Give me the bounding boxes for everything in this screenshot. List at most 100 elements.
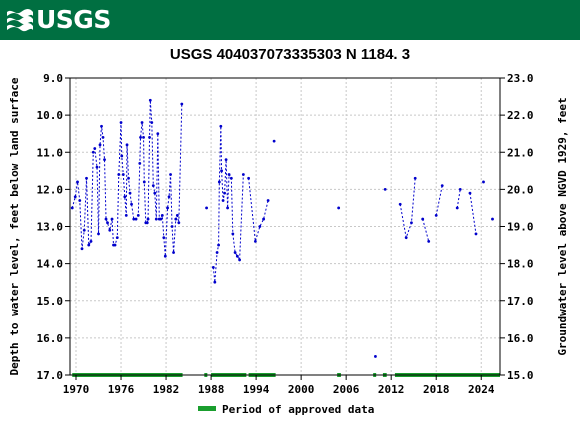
- data-point: [235, 254, 239, 258]
- data-point: [180, 102, 184, 106]
- x-tick-label: 2018: [423, 383, 450, 396]
- data-point: [85, 176, 88, 180]
- series-line: [435, 185, 443, 216]
- data-point: [220, 169, 223, 173]
- data-point: [120, 154, 124, 158]
- x-tick-label: 2024: [468, 383, 495, 396]
- legend-label-approved: Period of approved data: [222, 403, 374, 416]
- data-point: [89, 239, 93, 243]
- data-point: [115, 236, 119, 240]
- y-left-tick-label: 9.0: [43, 72, 63, 85]
- data-point: [108, 228, 112, 232]
- data-point: [124, 213, 128, 217]
- data-point: [95, 165, 99, 169]
- data-point: [169, 173, 172, 176]
- data-point: [258, 225, 262, 228]
- x-tick-label: 2012: [378, 383, 405, 396]
- data-point: [87, 243, 91, 247]
- data-point: [132, 217, 136, 221]
- data-point: [491, 217, 494, 221]
- x-tick-label: 1988: [198, 383, 225, 396]
- data-point: [123, 195, 127, 199]
- data-point: [121, 173, 125, 176]
- data-point: [217, 180, 221, 184]
- y-right-tick-label: 18.0: [507, 258, 534, 271]
- data-point: [247, 176, 251, 180]
- series-line: [456, 189, 461, 209]
- data-point: [76, 180, 79, 184]
- data-point: [241, 173, 245, 176]
- data-point: [150, 121, 154, 124]
- data-point: [455, 206, 459, 210]
- data-point: [238, 258, 241, 262]
- data-point: [233, 251, 237, 254]
- data-point: [374, 355, 377, 358]
- data-point: [175, 213, 179, 217]
- data-point: [119, 121, 123, 124]
- data-point: [106, 221, 109, 225]
- series-line: [248, 178, 269, 242]
- data-point: [434, 213, 438, 217]
- groundwater-chart: USGS 404037073335303 N 1184. 3 1970 1976 1…: [8, 46, 569, 416]
- data-point: [166, 206, 169, 210]
- data-point: [174, 217, 178, 221]
- data-point: [98, 143, 102, 147]
- series-line: [422, 218, 430, 242]
- series-line: [71, 100, 183, 257]
- data-point: [151, 184, 155, 188]
- data-point: [167, 195, 171, 199]
- x-axis: 1970 1976 1982 1988 1994 2000 2006 2012 2018 2024: [63, 375, 495, 396]
- data-point: [70, 206, 74, 210]
- data-point: [231, 232, 235, 236]
- data-point: [101, 136, 105, 139]
- y-left-tick-label: 12.0: [37, 183, 64, 196]
- data-point: [229, 176, 233, 180]
- chart-gridlines: [70, 77, 500, 376]
- data-point: [82, 228, 86, 232]
- data-point: [413, 176, 417, 180]
- data-point: [93, 147, 97, 150]
- data-point: [215, 251, 219, 254]
- data-point: [134, 217, 138, 221]
- data-point: [145, 221, 149, 225]
- data-point: [113, 243, 117, 247]
- x-tick-label: 2006: [333, 383, 360, 396]
- data-point: [468, 191, 472, 195]
- data-point: [142, 136, 145, 139]
- data-point: [410, 221, 413, 225]
- y-right-tick-label: 23.0: [507, 72, 534, 85]
- data-point: [139, 136, 142, 139]
- series-line: [469, 193, 477, 234]
- data-point: [163, 254, 167, 258]
- water-level-series: [70, 98, 494, 358]
- data-point: [223, 191, 226, 195]
- data-point: [156, 132, 160, 136]
- data-point: [383, 187, 387, 191]
- series-line: [399, 178, 416, 240]
- y-axis-left: 9.0 10.0 11.0 12.0 13.0 14.0 15.0 16.0 17.0: [37, 72, 70, 382]
- y-right-tick-label: 19.0: [507, 221, 534, 234]
- data-point: [80, 247, 84, 251]
- data-point: [205, 206, 208, 210]
- data-point: [226, 206, 229, 210]
- data-point: [427, 239, 431, 243]
- y-left-tick-label: 13.0: [37, 221, 64, 234]
- data-point: [138, 161, 142, 165]
- data-point: [136, 213, 140, 217]
- x-tick-label: 1982: [153, 383, 180, 396]
- data-point: [272, 139, 276, 143]
- usgs-logo[interactable]: USGS: [6, 7, 111, 33]
- y-right-tick-label: 17.0: [507, 295, 534, 308]
- data-point: [103, 158, 106, 162]
- y-right-tick-label: 15.0: [507, 369, 534, 382]
- data-point: [482, 180, 485, 184]
- x-tick-label: 2000: [288, 383, 315, 396]
- y-axis-right-label: Groundwater level above NGVD 1929, feet: [556, 97, 569, 355]
- y-left-tick-label: 11.0: [37, 146, 64, 159]
- data-point: [160, 213, 164, 217]
- data-point: [162, 236, 166, 240]
- y-left-tick-label: 15.0: [37, 295, 64, 308]
- data-point: [217, 243, 220, 247]
- data-point: [421, 217, 425, 221]
- y-axis-left-label: Depth to water level, feet below land su…: [8, 77, 21, 375]
